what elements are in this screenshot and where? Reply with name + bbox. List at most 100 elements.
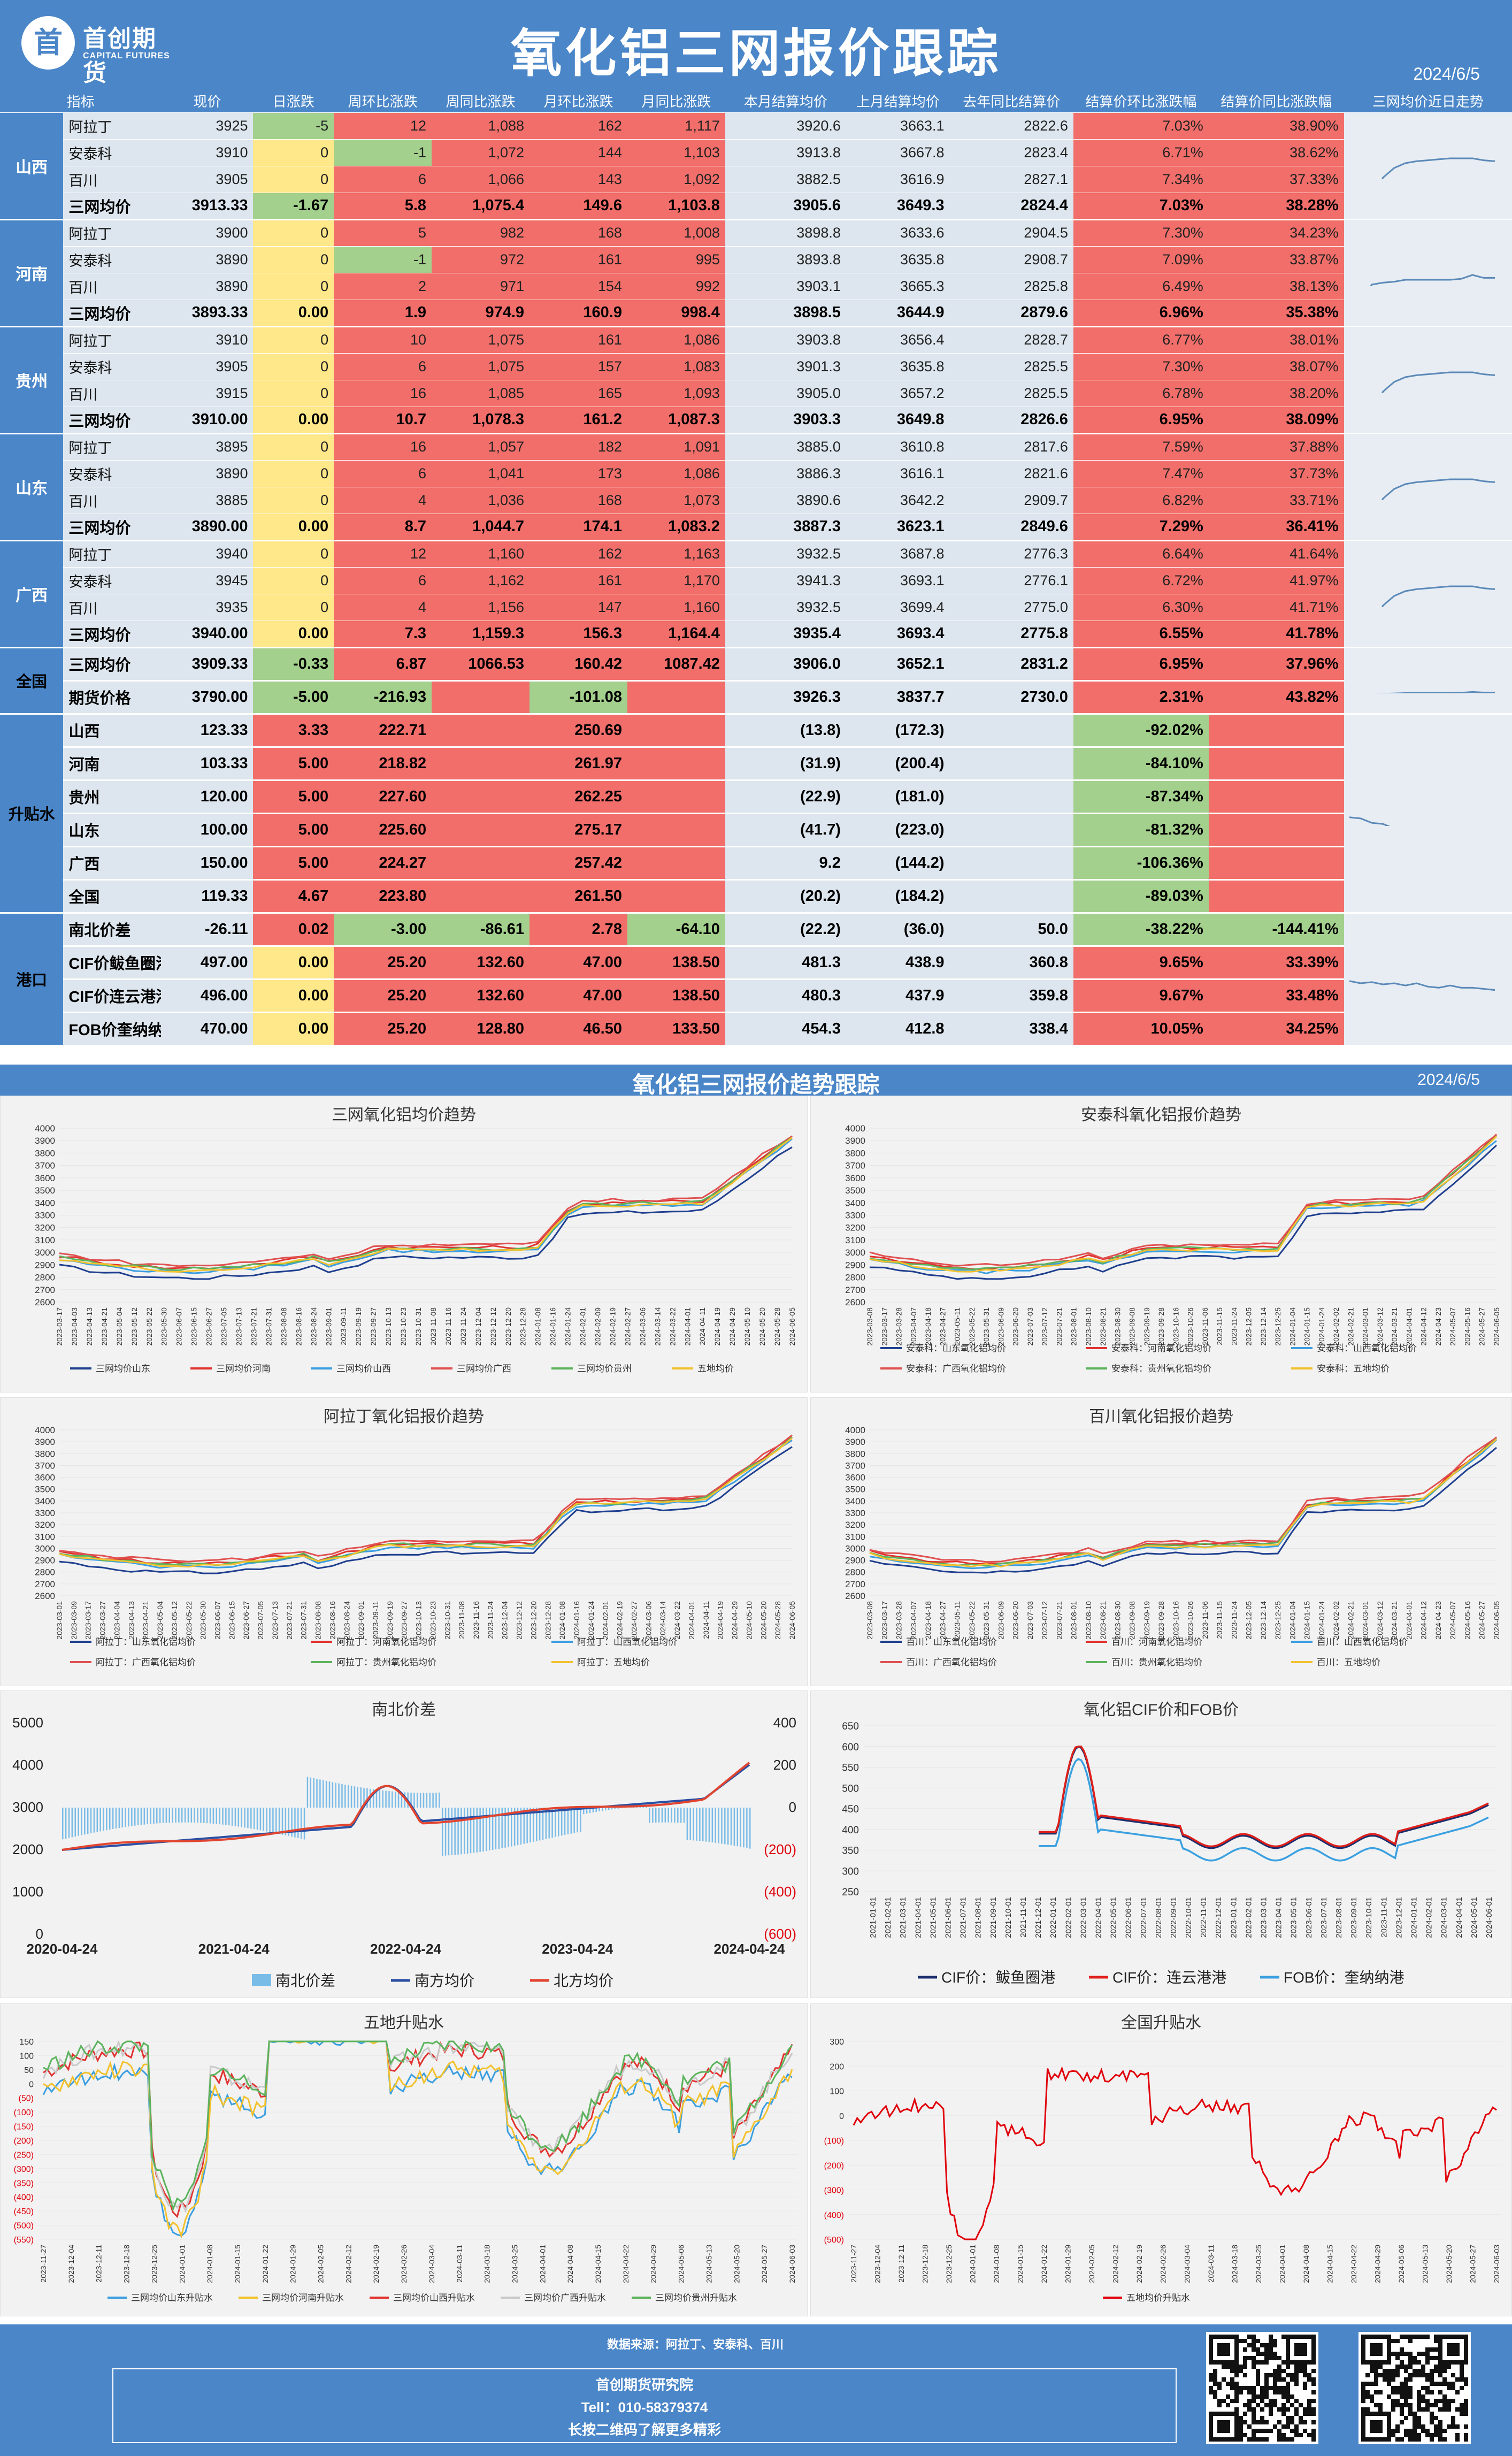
spread-bar xyxy=(661,1808,663,1823)
table-cell: 982 xyxy=(432,219,530,247)
qr-module xyxy=(1213,2382,1217,2386)
table-cell: 182 xyxy=(529,433,627,461)
trend-section-date: 2024/6/5 xyxy=(1417,1071,1480,1089)
x-tick-label: 2024-04-11 xyxy=(698,1307,707,1345)
spread-bar xyxy=(278,1808,280,1834)
x-tick-label: 2023-12-11 xyxy=(95,2245,103,2283)
x-tick-label: 2023-05-01 xyxy=(1290,1897,1299,1938)
table-cell: 3926.3 xyxy=(725,680,846,715)
qr-module xyxy=(1290,2377,1294,2382)
table-cell: -1.67 xyxy=(253,193,334,220)
qr-module xyxy=(1408,2437,1413,2442)
y-tick-label: (500) xyxy=(14,2222,34,2231)
y-tick-label: 2700 xyxy=(845,1285,865,1295)
qr-module xyxy=(1417,2433,1421,2437)
qr-module xyxy=(1387,2412,1391,2416)
x-tick-label: 2024-06-01 xyxy=(1485,1897,1494,1938)
qr-module xyxy=(1365,2407,1370,2412)
qr-module xyxy=(1404,2377,1408,2382)
qr-module xyxy=(1234,2394,1239,2399)
qr-module xyxy=(1213,2390,1217,2394)
qr-module xyxy=(1226,2343,1230,2347)
table-cell: 2825.5 xyxy=(949,380,1073,407)
x-tick-label: 2023-11-01 xyxy=(1379,1897,1388,1938)
y-tick-label: 4000 xyxy=(35,1425,55,1435)
table-cell: 1,075 xyxy=(432,326,530,354)
qr-module xyxy=(1387,2437,1391,2442)
qr-module xyxy=(1413,2416,1417,2420)
qr-module xyxy=(1413,2424,1417,2429)
x-tick-label: 2024-05-10 xyxy=(743,1307,751,1346)
x-tick-label: 2023-09-19 xyxy=(386,1601,394,1640)
qr-code-icon[interactable] xyxy=(1359,2332,1471,2444)
table-cell: 3890 xyxy=(161,273,254,300)
table-cell: 454.3 xyxy=(725,1012,846,1046)
x-tick-label: 2024-03-01 xyxy=(1361,1601,1370,1640)
table-cell: 3898.8 xyxy=(725,219,846,247)
qr-module xyxy=(1217,2403,1222,2407)
qr-module xyxy=(1252,2412,1256,2416)
table-cell: 6.96% xyxy=(1073,300,1209,327)
table-cell: 156.3 xyxy=(529,621,627,648)
spread-bar xyxy=(715,1808,716,1843)
table-cell: 992 xyxy=(627,273,725,300)
qr-module xyxy=(1391,2403,1395,2407)
table-cell: 3901.3 xyxy=(725,353,846,380)
table-cell: 3932.5 xyxy=(725,594,846,621)
sparkline-chart xyxy=(1349,816,1390,826)
spread-bar xyxy=(649,1808,650,1823)
qr-module xyxy=(1430,2437,1434,2442)
qr-module xyxy=(1294,2335,1299,2339)
trend-sparkline xyxy=(1344,540,1512,648)
qr-module xyxy=(1234,2390,1239,2394)
row-label: CIF价连云港港 xyxy=(63,979,162,1013)
spread-bar xyxy=(721,1808,723,1844)
table-cell: -86.61 xyxy=(432,913,530,947)
series-line xyxy=(869,1134,1497,1267)
qr-module xyxy=(1451,2347,1455,2352)
x-tick-label: 2023-07-03 xyxy=(1026,1601,1034,1640)
x-tick-label: 2023-10-13 xyxy=(415,1601,423,1640)
qr-module xyxy=(1378,2429,1383,2433)
qr-module xyxy=(1430,2390,1434,2394)
qr-module xyxy=(1361,2347,1365,2352)
spread-bar xyxy=(197,1808,198,1823)
qr-module xyxy=(1243,2412,1247,2416)
table-row: 升贴水 山西 123.33 3.33 222.71 250.69 (13.8) (172.3)… xyxy=(0,714,1512,914)
table-header-row: 指标 现价 日涨跌 周环比涨跌 周同比涨跌 月环比涨跌 月同比涨跌 本月结算均价 上月结算均价去… xyxy=(0,90,1512,113)
qr-module xyxy=(1217,2420,1222,2424)
table-cell: 37.33% xyxy=(1208,166,1344,193)
qr-module xyxy=(1269,2386,1273,2390)
spread-bar xyxy=(671,1808,672,1823)
qr-module xyxy=(1252,2360,1256,2365)
qr-module xyxy=(1464,2437,1468,2442)
table-cell: 8.7 xyxy=(334,514,432,541)
table-cell: 1,088 xyxy=(432,112,530,140)
qr-module xyxy=(1391,2373,1395,2377)
y-tick-label: 0 xyxy=(29,2080,34,2089)
spread-bar xyxy=(190,1808,193,1823)
table-cell: 160.42 xyxy=(529,647,627,682)
table-cell: 2879.6 xyxy=(949,300,1073,327)
qr-module xyxy=(1294,2399,1299,2403)
x-tick-label: 2023-05-22 xyxy=(145,1307,153,1346)
qr-module xyxy=(1269,2399,1273,2403)
spread-bar xyxy=(263,1808,265,1831)
x-tick-label: 2024-04-23 xyxy=(1434,1601,1442,1640)
qr-module xyxy=(1455,2424,1460,2429)
legend-label: 安泰科：广西氧化铝均价 xyxy=(906,1364,1006,1374)
x-tick-label: 2023-11-27 xyxy=(849,2245,858,2283)
x-tick-label: 2022-06-01 xyxy=(1124,1897,1133,1938)
table-cell: 0 xyxy=(253,487,334,514)
row-label: 百川 xyxy=(63,380,162,407)
qr-module xyxy=(1230,2377,1234,2382)
qr-module xyxy=(1404,2416,1408,2420)
x-tick-label: 2022-11-01 xyxy=(1199,1897,1208,1938)
x-tick-label: 2023-03-08 xyxy=(865,1601,874,1640)
qr-code-icon[interactable] xyxy=(1206,2332,1318,2444)
qr-module xyxy=(1256,2382,1260,2386)
y-tick-label: 0 xyxy=(36,1926,43,1942)
series-line xyxy=(869,1447,1497,1574)
trend-sparkline xyxy=(1344,913,1512,1046)
qr-module xyxy=(1252,2347,1256,2352)
